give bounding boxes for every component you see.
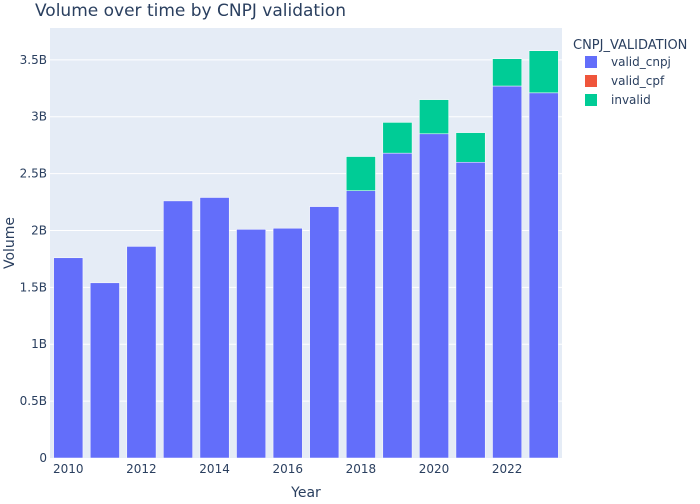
y-tick-label: 1B <box>31 337 47 351</box>
legend: CNPJ_VALIDATION valid_cnpj valid_cpfinval… <box>573 38 687 107</box>
legend-title: CNPJ_VALIDATION <box>573 38 687 53</box>
x-tick-label: 2016 <box>272 462 303 476</box>
legend-label-invalid: invalid <box>611 93 651 107</box>
bar-invalid <box>528 50 559 94</box>
bar-valid_cnpj <box>528 92 559 459</box>
bars <box>53 50 559 459</box>
y-tick-label: 2B <box>31 223 47 237</box>
bar-invalid <box>345 156 376 191</box>
bar-invalid <box>455 132 486 163</box>
bar-invalid <box>419 99 449 135</box>
y-tick-label: 3.5B <box>20 53 47 67</box>
bar-valid_cnpj <box>163 200 193 459</box>
axes: 0 0.5B 1B 1.5B 2B 2.5B 3B 3.5B 2010 2012 2014 2016 2… <box>20 53 523 476</box>
bar-valid_cnpj <box>419 133 449 459</box>
y-tick-label: 0.5B <box>20 394 47 408</box>
y-tick-label: 2.5B <box>20 167 47 181</box>
bar-valid_cnpj <box>345 190 376 459</box>
bar-valid_cnpj <box>89 282 120 459</box>
bar-valid_cnpj <box>455 161 486 459</box>
y-tick-label: 1.5B <box>20 280 47 294</box>
x-tick-label: 2022 <box>492 462 523 476</box>
bar-valid_cnpj <box>492 85 523 459</box>
bar-valid_cnpj <box>309 206 340 459</box>
legend-label-valid_cpf: valid_cpf <box>611 74 665 88</box>
x-tick-label: 2010 <box>53 462 84 476</box>
x-tick-label: 2018 <box>346 462 377 476</box>
bar-valid_cnpj <box>382 152 413 459</box>
bar-invalid <box>382 122 413 154</box>
x-axis-title: Year <box>290 485 321 500</box>
bar-valid_cnpj <box>272 227 303 459</box>
y-tick-label: 3B <box>31 110 47 124</box>
bar-invalid <box>492 58 523 87</box>
bar-valid_cnpj <box>53 257 84 459</box>
legend-swatch-valid_cnpj <box>585 56 597 68</box>
bar-valid_cnpj <box>236 229 267 459</box>
bar-valid_cnpj <box>126 246 157 459</box>
legend-label-valid_cnpj: valid_cnpj <box>611 55 671 69</box>
chart-title: Volume over time by CNPJ validation <box>35 1 346 21</box>
legend-swatch-valid_cpf <box>585 75 597 87</box>
x-tick-label: 2020 <box>419 462 450 476</box>
legend-swatch-invalid <box>585 94 597 106</box>
y-axis-title: Volume <box>2 217 18 269</box>
x-tick-label: 2012 <box>126 462 157 476</box>
y-tick-label: 0 <box>39 451 47 465</box>
bar-valid_cnpj <box>199 197 230 459</box>
x-tick-label: 2014 <box>199 462 230 476</box>
